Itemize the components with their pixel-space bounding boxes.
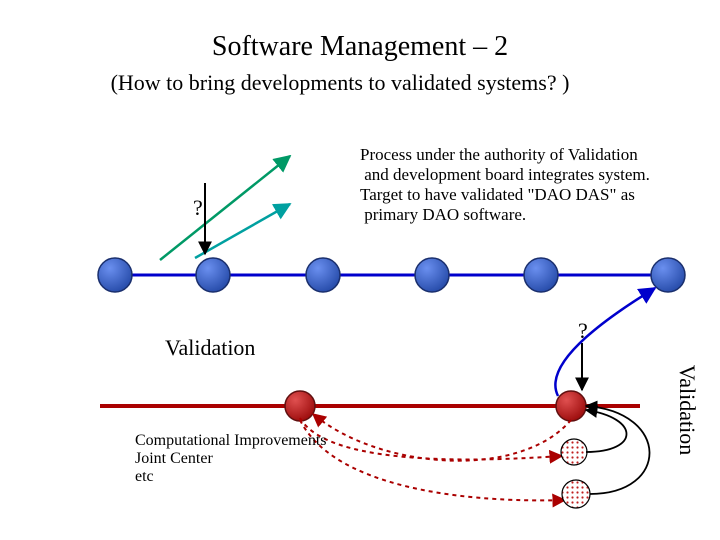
top-node — [98, 258, 132, 292]
validation-left-label: Validation — [165, 335, 255, 360]
top-node — [651, 258, 685, 292]
dotted-node — [562, 480, 590, 508]
dotted-nodes — [561, 439, 590, 508]
validation-right-label: Validation — [675, 365, 700, 455]
top-node — [196, 258, 230, 292]
red-dashed-curve — [313, 414, 571, 461]
green-arrow — [160, 156, 290, 260]
teal-arrow — [195, 204, 290, 258]
dotted-node — [561, 439, 587, 465]
top-node — [306, 258, 340, 292]
red-node — [285, 391, 315, 421]
blue-up-curve — [555, 288, 655, 396]
top-node — [524, 258, 558, 292]
red-dashed-curve — [300, 418, 562, 459]
question-top: ? — [193, 195, 203, 220]
red-node — [556, 391, 586, 421]
top-node — [415, 258, 449, 292]
bottom-text: Computational ImprovementsJoint Centeret… — [135, 432, 327, 485]
title: Software Management – 2 — [212, 31, 508, 62]
subtitle: (How to bring developments to validated … — [111, 70, 570, 95]
black-return-curve — [586, 406, 650, 494]
black-return-curves — [586, 406, 650, 494]
red-dashed-curves — [300, 414, 571, 500]
process-text: Process under the authority of Validatio… — [360, 145, 650, 224]
red-dashed-curve — [300, 420, 565, 500]
black-return-curve — [586, 410, 627, 452]
